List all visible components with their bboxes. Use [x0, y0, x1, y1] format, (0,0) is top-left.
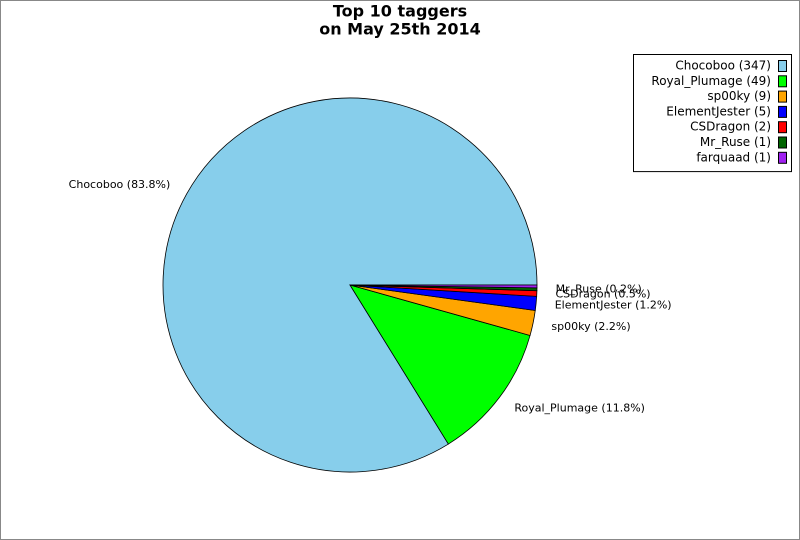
legend-swatch: [778, 90, 787, 103]
legend-label: sp00ky (9): [707, 89, 771, 103]
pie-slice: [349, 284, 538, 289]
legend: Chocoboo (347)Royal_Plumage (49)sp00ky (…: [633, 54, 792, 173]
legend-box: [633, 54, 792, 173]
pie-slice: [349, 284, 531, 445]
slice-label: ElementJester (1.2%): [555, 298, 672, 311]
legend-swatch: [778, 121, 787, 134]
legend-label: ElementJester (5): [666, 104, 771, 118]
slice-label: Chocoboo (83.8%): [69, 178, 171, 191]
pie: Chocoboo (83.8%) Royal_Plumage (11.8%) sp0…: [69, 97, 672, 473]
slice-label: CSDragon (0.5%): [555, 287, 650, 300]
legend-swatch: [778, 151, 787, 164]
slice-label: sp00ky (2.2%): [551, 320, 630, 333]
legend-swatch: [778, 75, 787, 88]
chart-title: Top 10 taggers: [333, 2, 467, 21]
legend-label: Royal_Plumage (49): [651, 74, 771, 88]
legend-label: Chocoboo (347): [675, 59, 771, 73]
legend-swatch: [778, 136, 787, 149]
chart-title: on May 25th 2014: [319, 20, 481, 39]
legend-label: farquaad (1): [696, 150, 771, 164]
legend-label: Mr_Ruse (1): [700, 135, 771, 149]
slice-label: Mr_Ruse (0.2%): [556, 283, 642, 296]
legend-label: CSDragon (2): [690, 120, 771, 134]
legend-swatch: [778, 60, 787, 72]
legend-swatch: [778, 105, 787, 118]
slice-label: Royal_Plumage (11.8%): [514, 402, 645, 415]
